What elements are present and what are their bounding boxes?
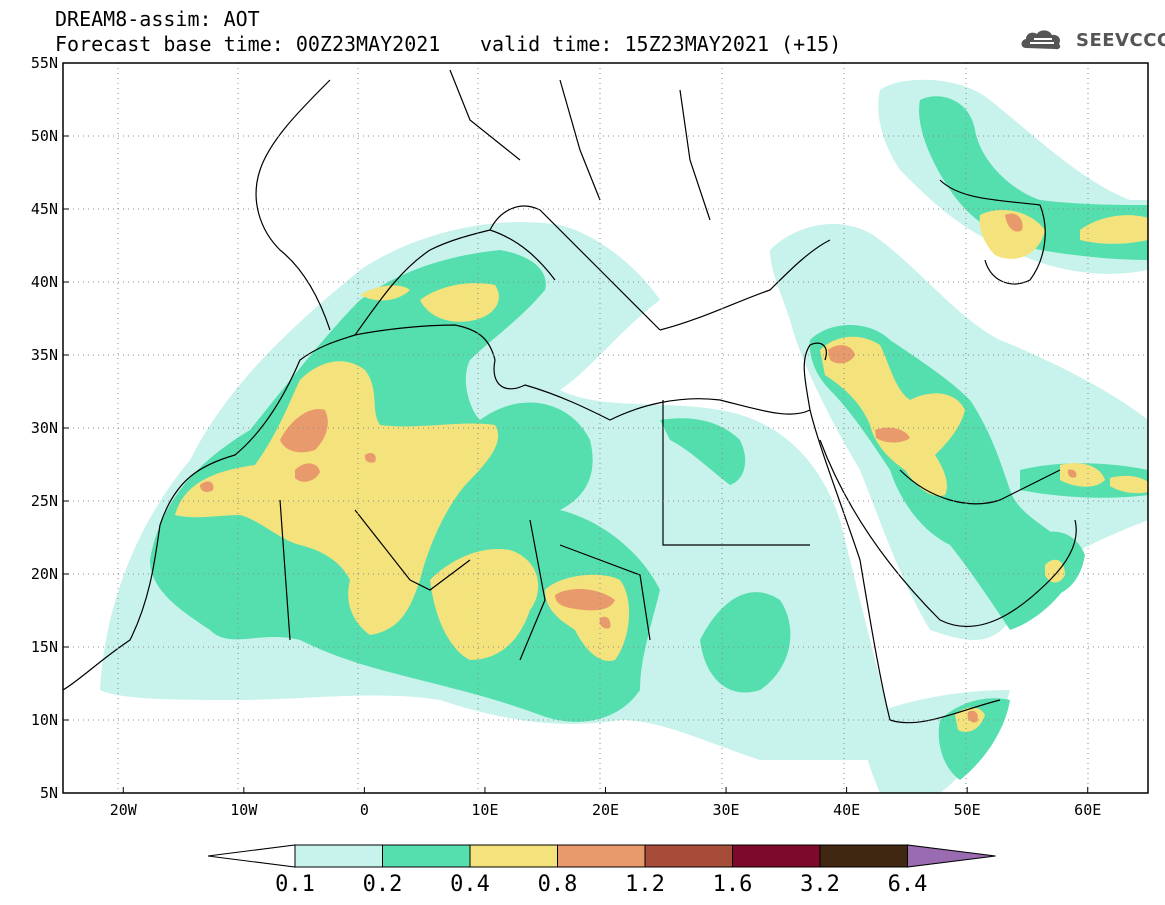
lat-tick-label: 35N — [31, 346, 58, 364]
aot-fields — [100, 79, 1148, 793]
colorbar — [207, 844, 996, 868]
colorbar-swatch — [294, 844, 383, 868]
colorbar-swatch — [644, 844, 733, 868]
lat-tick-label: 25N — [31, 492, 58, 510]
colorbar-under-triangle — [207, 844, 296, 868]
cloud-icon — [1021, 30, 1061, 50]
colorbar-label: 0.8 — [537, 872, 578, 897]
longitude-ticks: 20W 10W 0 10E 20E 30E 40E 50E 60E — [110, 787, 1101, 819]
forecast-base-time: Forecast base time: 00Z23MAY2021 — [55, 32, 441, 56]
colorbar-label: 1.6 — [712, 872, 753, 897]
colorbar-label: 1.2 — [625, 872, 665, 897]
lat-tick-label: 40N — [31, 273, 58, 291]
lat-tick-label: 15N — [31, 638, 58, 656]
lon-tick-label: 20E — [592, 801, 619, 819]
colorbar-label: 0.1 — [275, 872, 315, 897]
coastlines — [63, 69, 1077, 724]
colorbar-swatch — [557, 844, 646, 868]
valid-time: valid time: 15Z23MAY2021 (+15) — [480, 32, 842, 56]
lat-tick-label: 30N — [31, 419, 58, 437]
lat-tick-label: 10N — [31, 711, 58, 729]
lon-tick-label: 10E — [471, 801, 498, 819]
lon-tick-label: 50E — [954, 801, 981, 819]
lat-tick-label: 5N — [40, 784, 58, 802]
colorbar-label: 6.4 — [887, 872, 928, 897]
lon-tick-label: 30E — [713, 801, 740, 819]
colorbar-swatch — [469, 844, 558, 868]
lat-tick-label: 55N — [31, 54, 58, 72]
colorbar-swatch — [382, 844, 471, 868]
latitude-ticks: 55N 50N 45N 40N 35N 30N 25N 20N 15N 10N 5N — [31, 54, 69, 802]
lon-tick-label: 10W — [230, 801, 258, 819]
map-title: DREAM8-assim: AOT — [55, 7, 260, 31]
lon-tick-label: 0 — [360, 801, 369, 819]
colorbar-label: 3.2 — [800, 872, 840, 897]
colorbar-over-triangle — [907, 844, 996, 868]
lon-tick-label: 20W — [110, 801, 138, 819]
lat-tick-label: 45N — [31, 200, 58, 218]
lon-tick-label: 60E — [1074, 801, 1101, 819]
lat-tick-label: 50N — [31, 127, 58, 145]
logo-text: SEEVCCC — [1076, 30, 1165, 51]
colorbar-swatch — [819, 844, 908, 868]
lon-tick-label: 40E — [833, 801, 860, 819]
colorbar-label: 0.4 — [450, 872, 490, 897]
lat-tick-label: 20N — [31, 565, 58, 583]
colorbar-label: 0.2 — [362, 872, 403, 897]
colorbar-swatch — [732, 844, 821, 868]
graticule — [63, 63, 1148, 793]
